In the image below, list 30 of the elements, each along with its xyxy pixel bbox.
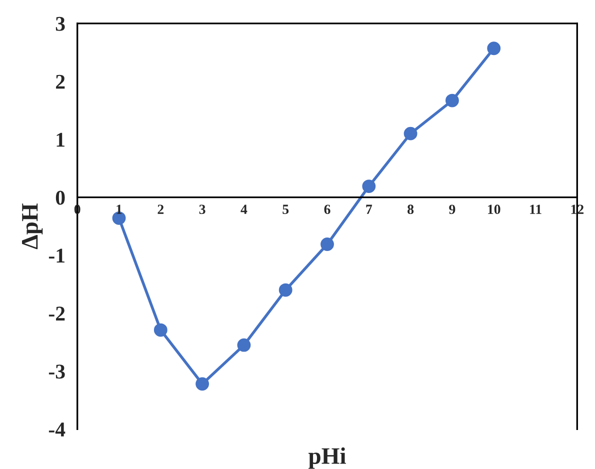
x-tick-label: 5 xyxy=(282,204,289,214)
point xyxy=(404,126,418,140)
x-tick-label: 9 xyxy=(449,204,456,214)
y-tick-label: 3 xyxy=(56,16,65,31)
point xyxy=(278,283,292,297)
x-tick-label: 10 xyxy=(488,204,500,214)
point xyxy=(237,338,251,352)
x-tick-label: 2 xyxy=(158,204,164,214)
point xyxy=(320,238,334,251)
y-tick-label: -3 xyxy=(48,364,65,379)
y-tick-label: -2 xyxy=(48,306,65,320)
y-tick-label: 2 xyxy=(56,74,65,89)
x-tick-label: 3 xyxy=(199,204,206,214)
y-tick-label: 1 xyxy=(56,132,64,147)
x-tick-label: 4 xyxy=(240,204,248,214)
point xyxy=(445,94,459,108)
x-tick-label: 1 xyxy=(116,204,122,214)
x-tick-label: 11 xyxy=(530,204,542,214)
point xyxy=(487,42,501,56)
x-axis-title: pHi xyxy=(308,447,346,469)
y-axis-title: ΔpH xyxy=(22,204,43,250)
y-tick-label: -1 xyxy=(48,248,64,262)
point xyxy=(362,180,376,194)
point xyxy=(154,323,168,337)
y-tick-label: 0 xyxy=(56,190,65,205)
x-tick-label: 6 xyxy=(324,204,330,214)
x-tick-label: 8 xyxy=(408,204,414,214)
point xyxy=(196,377,210,391)
y-tick-label: -4 xyxy=(48,422,66,436)
x-tick-label: 7 xyxy=(366,204,372,214)
